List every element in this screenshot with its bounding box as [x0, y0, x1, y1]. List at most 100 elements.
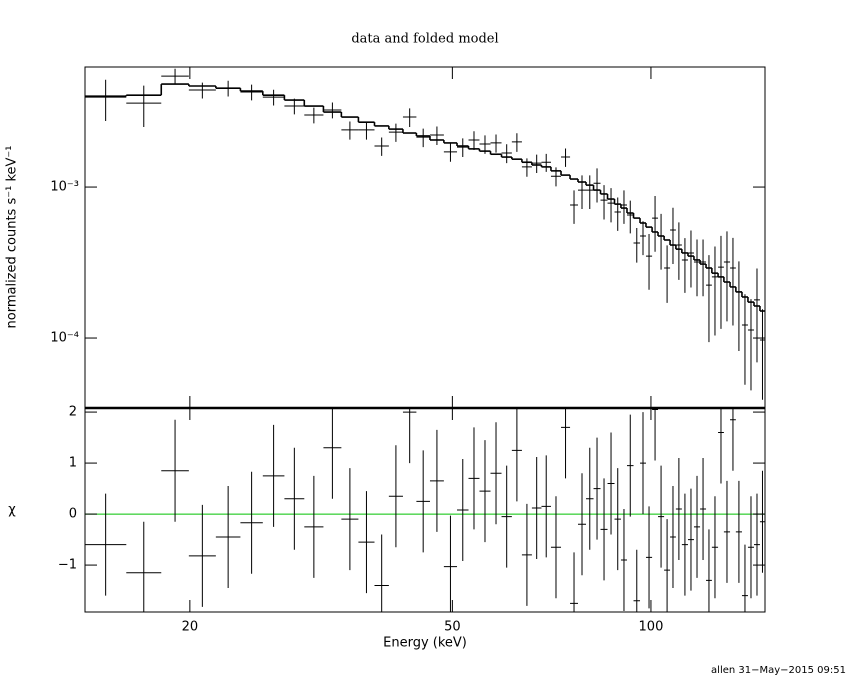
residual-cross: [645, 506, 653, 609]
residual-cross: [718, 408, 724, 484]
residual-cross: [443, 515, 458, 612]
residual-cross: [700, 457, 707, 560]
residual-cross: [754, 493, 760, 596]
data-cross: [658, 213, 665, 270]
x-tick-label: 20: [182, 620, 199, 635]
residual-cross: [550, 496, 562, 599]
residual-cross: [670, 486, 676, 589]
data-cross: [633, 227, 641, 263]
data-cross: [723, 231, 731, 322]
bottom-frame: [84, 407, 766, 613]
residual-cross: [511, 408, 522, 502]
data-cross: [754, 268, 760, 363]
residual-cross: [457, 459, 469, 561]
data-cross: [341, 121, 359, 140]
residual-cross: [341, 468, 359, 571]
y-axis-label: χ: [8, 503, 16, 518]
data-cross: [85, 79, 127, 121]
data-cross: [687, 230, 694, 288]
data-cross: [323, 102, 342, 119]
chart-title: data and folded model: [351, 32, 498, 47]
data-cross: [640, 221, 646, 256]
y-tick-label: 0: [69, 507, 77, 522]
data-cross: [161, 68, 189, 85]
data-cross: [443, 143, 458, 162]
x-axis-label: Energy (keV): [383, 636, 467, 651]
residual-cross: [741, 544, 748, 612]
data-cross: [304, 107, 324, 124]
data-cross: [706, 255, 712, 343]
residual-cross: [85, 493, 127, 596]
data-cross: [626, 200, 634, 234]
top-frame: [84, 66, 766, 409]
data-cross: [711, 246, 719, 336]
residual-cross: [687, 488, 694, 591]
residual-cross: [531, 456, 542, 559]
residual-cross: [561, 408, 571, 479]
data-cross: [614, 197, 621, 231]
residual-cross: [402, 408, 417, 464]
residual-cross: [614, 468, 621, 571]
data-cross: [429, 126, 444, 145]
data-cross: [670, 207, 676, 265]
residual-cross: [586, 447, 594, 550]
data-cross: [747, 299, 755, 391]
data-cross: [700, 239, 707, 297]
y-axis-label: normalized counts s⁻¹ keV⁻¹: [5, 146, 20, 329]
y-tick-label: 1: [69, 456, 77, 471]
x-tick-label: 100: [639, 620, 664, 635]
model-step-connector: [125, 84, 761, 312]
data-cross: [358, 121, 375, 140]
residual-cross: [284, 447, 305, 550]
data-cross: [521, 158, 532, 177]
y-tick-label: 10⁻³: [50, 180, 79, 195]
residual-cross: [693, 475, 701, 578]
residual-cross: [126, 521, 162, 612]
data-cross: [730, 237, 736, 326]
residual-cross: [658, 465, 665, 568]
residual-cross: [723, 480, 731, 583]
data-cross: [402, 108, 417, 127]
data-cross: [468, 131, 480, 150]
residual-cross: [416, 450, 430, 553]
y-tick-label: 2: [69, 405, 77, 420]
residual-cross: [215, 486, 241, 589]
data-cross: [586, 175, 594, 210]
residual-cross: [706, 529, 712, 612]
data-cross: [511, 133, 522, 152]
data-cross: [541, 153, 551, 172]
data-cross: [457, 138, 469, 158]
data-cross: [652, 195, 659, 252]
residual-cross: [304, 475, 324, 578]
residual-cross: [388, 445, 403, 548]
data-cross: [645, 233, 653, 290]
residual-cross: [161, 419, 189, 522]
residual-cross: [323, 408, 342, 499]
data-cross: [374, 137, 389, 156]
data-cross: [759, 309, 765, 400]
data-cross: [388, 123, 403, 142]
data-cross: [664, 245, 671, 303]
residual-cross: [468, 427, 480, 530]
data-cross: [262, 89, 285, 106]
y-tick-label: 10⁻⁴: [50, 331, 79, 346]
residual-cross: [600, 478, 608, 581]
data-cross: [675, 222, 682, 280]
data-cross: [570, 190, 578, 224]
data-cross: [718, 235, 724, 329]
data-cross: [693, 239, 701, 297]
bottom-plot: [85, 408, 765, 612]
data-cross: [284, 98, 305, 115]
residual-cross: [188, 504, 216, 607]
data-cross: [681, 238, 688, 293]
residual-cross: [541, 455, 551, 558]
residual-cross: [429, 429, 444, 532]
data-cross: [741, 294, 748, 385]
data-cross: [490, 134, 502, 153]
top-plot: [85, 68, 765, 400]
data-cross: [577, 175, 587, 210]
residual-cross: [681, 493, 688, 596]
data-cross: [735, 261, 742, 352]
residual-cross: [730, 408, 736, 471]
